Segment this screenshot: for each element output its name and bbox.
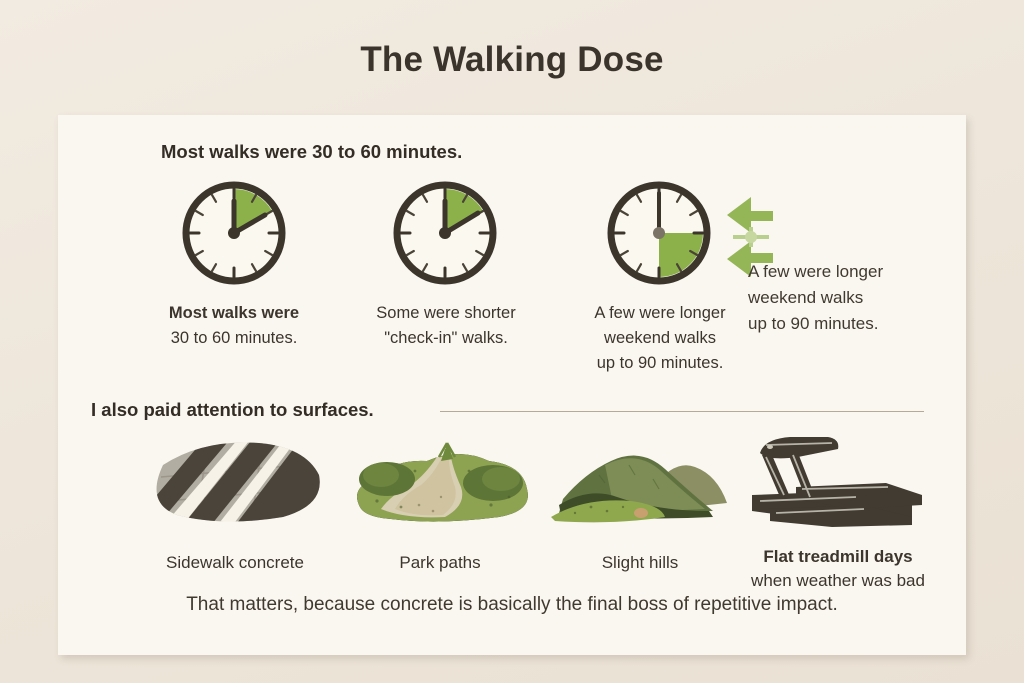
surfaces-row xyxy=(58,431,966,541)
footer-caption: That matters, because concrete is basica… xyxy=(186,594,838,615)
clock-row: A few were longer weekend walks up to 90… xyxy=(58,177,966,333)
side-note-line-2: weekend walks xyxy=(748,288,864,307)
surface-label-4-line-1: Flat treadmill days xyxy=(763,547,913,566)
clock-caption-2-line-2: "check-in" walks. xyxy=(384,329,508,347)
content-card: Most walks were 30 to 60 minutes. xyxy=(58,115,966,655)
clock-icon-1 xyxy=(178,177,290,289)
treadmill-icon xyxy=(736,425,936,527)
surface-label-4: Flat treadmill days when weather was bad xyxy=(718,545,958,593)
surface-label-1: Sidewalk concrete xyxy=(166,553,304,572)
clock-caption-1: Most walks were 30 to 60 minutes. xyxy=(114,301,354,351)
page-title: The Walking Dose xyxy=(360,40,664,79)
section-divider xyxy=(440,411,924,412)
surface-label-3: Slight hills xyxy=(601,553,679,572)
side-note-line-3: up to 90 minutes. xyxy=(748,314,879,333)
clock-caption-2-line-1: Some were shorter xyxy=(376,304,516,322)
hills-icon xyxy=(545,431,745,531)
clock-caption-3-line-2: weekend walks xyxy=(604,329,716,347)
clock-caption-3-line-3: up to 90 minutes. xyxy=(596,354,724,372)
surfaces-section-heading: I also paid attention to surfaces. xyxy=(91,399,374,420)
side-note-line-1: A few were longer xyxy=(748,262,884,281)
clock-caption-1-line-1: Most walks were xyxy=(168,304,300,322)
clock-caption-2: Some were shorter "check-in" walks. xyxy=(326,301,566,351)
concrete-slab-icon xyxy=(133,431,333,531)
park-path-icon xyxy=(341,431,541,531)
clock-caption-3-line-1: A few were longer xyxy=(594,304,726,322)
surface-label-2: Park paths xyxy=(399,553,481,572)
duration-side-note: A few were longer weekend walks up to 90… xyxy=(748,259,958,337)
up-down-arrows-icon xyxy=(721,193,779,281)
clock-icon-3 xyxy=(603,177,715,289)
clock-caption-3: A few were longer weekend walks up to 90… xyxy=(540,301,780,376)
duration-section-heading: Most walks were 30 to 60 minutes. xyxy=(161,141,463,162)
clock-icon-2 xyxy=(389,177,501,289)
clock-caption-1-line-2: 30 to 60 minutes. xyxy=(170,329,298,347)
surface-label-4-line-2: when weather was bad xyxy=(751,571,925,590)
